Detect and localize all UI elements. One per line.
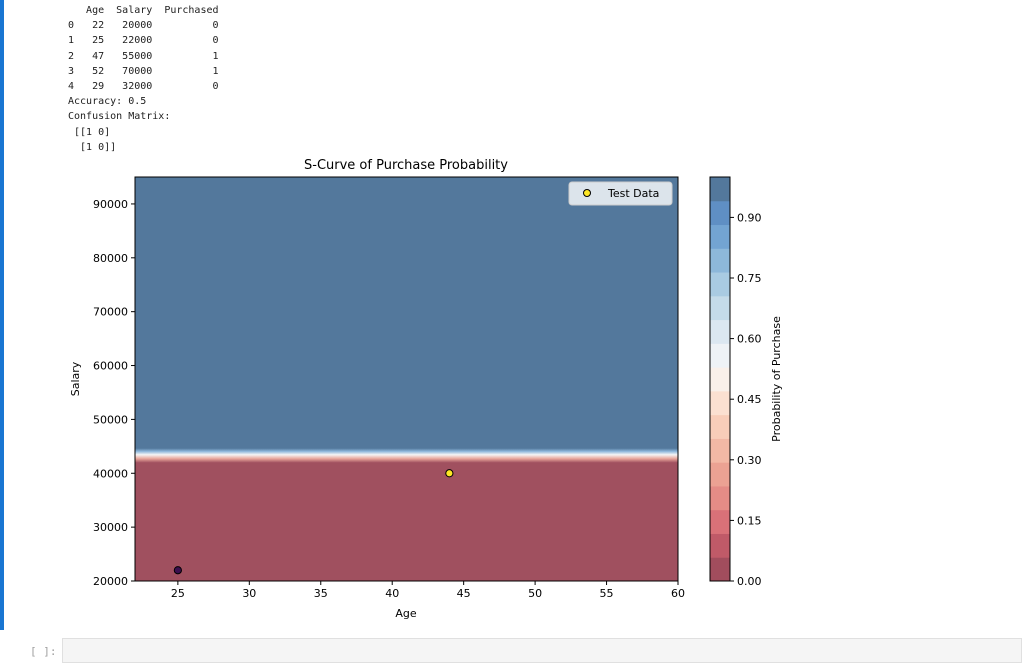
colorbar-level bbox=[710, 485, 730, 511]
chart-title: S-Curve of Purchase Probability bbox=[304, 158, 508, 173]
x-axis-label: Age bbox=[395, 607, 417, 620]
y-tick-label: 40000 bbox=[93, 467, 128, 480]
x-tick-label: 40 bbox=[385, 587, 399, 600]
colorbar-frame bbox=[709, 176, 731, 582]
y-axis: 20000 30000 40000 50000 60000 70000 80000 90000 bbox=[93, 198, 135, 588]
colorbar-level bbox=[710, 414, 730, 439]
y-tick-label: 30000 bbox=[93, 521, 128, 534]
colorbar-tick-label: 0.90 bbox=[737, 211, 762, 224]
colorbar-level bbox=[710, 438, 730, 463]
cell-output: Age Salary Purchased 0 22 20000 0 1 25 2… bbox=[68, 3, 219, 155]
probability-chart: S-Curve of Purchase Probability 25 30 35 40… bbox=[69, 158, 783, 620]
x-tick-label: 25 bbox=[171, 587, 185, 600]
y-tick-label: 90000 bbox=[93, 198, 128, 211]
plot-area bbox=[135, 177, 678, 581]
x-tick-label: 50 bbox=[528, 587, 542, 600]
colorbar-level bbox=[710, 272, 730, 297]
next-code-cell[interactable]: [ ]: bbox=[0, 637, 1024, 665]
colorbar-tick-label: 0.00 bbox=[737, 575, 762, 588]
colorbar-level bbox=[710, 319, 730, 344]
test-data-point bbox=[173, 566, 182, 575]
colorbar-level bbox=[710, 295, 730, 321]
test-data-point bbox=[445, 469, 454, 478]
x-tick-label: 55 bbox=[600, 587, 614, 600]
colorbar-level bbox=[710, 343, 730, 368]
colorbar-level bbox=[710, 533, 730, 558]
colorbar-label: Probability of Purchase bbox=[770, 316, 783, 442]
colorbar-level bbox=[710, 390, 730, 416]
cell-active-bar bbox=[0, 0, 4, 630]
table-row: 4 29 32000 0 bbox=[68, 81, 219, 93]
x-tick-label: 30 bbox=[242, 587, 256, 600]
confusion-matrix-row: [[1 0] bbox=[68, 126, 111, 138]
legend-marker bbox=[583, 189, 591, 197]
y-tick-label: 60000 bbox=[93, 360, 128, 373]
y-axis-label: Salary bbox=[69, 361, 82, 396]
table-row: 2 47 55000 1 bbox=[68, 50, 219, 62]
accuracy-text: Accuracy: 0.5 bbox=[68, 96, 147, 108]
colorbar-level bbox=[710, 367, 730, 392]
y-tick-label: 50000 bbox=[93, 413, 128, 426]
colorbar-level bbox=[710, 248, 730, 273]
legend-label: Test Data bbox=[607, 187, 659, 200]
colorbar-tick-label: 0.60 bbox=[737, 333, 762, 346]
colorbar-tick-label: 0.45 bbox=[737, 393, 762, 406]
x-tick-label: 45 bbox=[457, 587, 471, 600]
colorbar-tick-label: 0.75 bbox=[737, 272, 762, 285]
plot-frame bbox=[134, 176, 679, 582]
x-tick-label: 60 bbox=[671, 587, 685, 600]
colorbar-tick-label: 0.15 bbox=[737, 514, 762, 527]
table-header: Age Salary Purchased bbox=[68, 5, 219, 16]
colorbar-level bbox=[710, 224, 730, 249]
colorbar-level bbox=[710, 177, 730, 202]
x-axis: 25 30 35 40 45 50 55 60 bbox=[171, 581, 685, 600]
x-tick-label: 35 bbox=[314, 587, 328, 600]
y-tick-label: 80000 bbox=[93, 252, 128, 265]
confusion-matrix-title: Confusion Matrix: bbox=[68, 111, 171, 123]
legend: Test Data bbox=[568, 181, 673, 206]
cell-prompt: [ ]: bbox=[30, 645, 57, 658]
colorbar-level bbox=[710, 557, 730, 582]
y-tick-label: 20000 bbox=[93, 575, 128, 588]
colorbar-level bbox=[710, 509, 730, 534]
code-input[interactable] bbox=[62, 638, 1022, 663]
colorbar-level bbox=[710, 200, 730, 226]
colorbar: 0.00 0.15 0.30 0.45 0.60 0.75 0.90 bbox=[709, 176, 762, 588]
confusion-matrix-row: [1 0]] bbox=[68, 141, 117, 153]
table-row: 0 22 20000 0 bbox=[68, 20, 219, 32]
y-tick-label: 70000 bbox=[93, 306, 128, 319]
legend-box bbox=[568, 181, 673, 206]
colorbar-tick-label: 0.30 bbox=[737, 454, 762, 467]
table-row: 1 25 22000 0 bbox=[68, 35, 219, 47]
colorbar-level bbox=[710, 462, 730, 487]
test-data-points bbox=[173, 469, 454, 575]
table-row: 3 52 70000 1 bbox=[68, 65, 219, 77]
